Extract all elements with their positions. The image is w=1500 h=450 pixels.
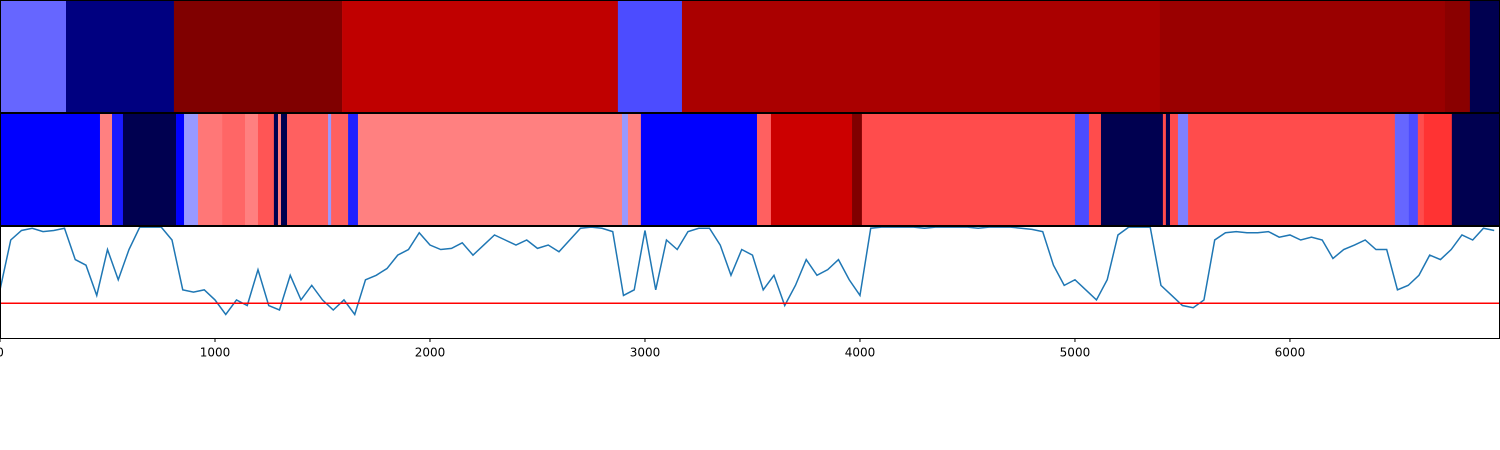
strip-segment (1408, 113, 1419, 225)
strip-segment (99, 113, 113, 225)
strip-segment (627, 113, 642, 225)
strip-segment (1394, 113, 1410, 225)
strip-segment (328, 113, 332, 225)
strip-segment (198, 113, 223, 225)
x-tick-label: 3000 (630, 346, 661, 360)
data-line (0, 226, 1495, 317)
x-tick-label: 1000 (200, 346, 231, 360)
x-tick-label: 0 (0, 346, 4, 360)
x-tick-label: 6000 (1275, 346, 1306, 360)
strip-segment (342, 0, 619, 112)
strip-segment (1169, 113, 1179, 225)
strip-segment (1088, 113, 1102, 225)
strip-segment (1159, 0, 1446, 112)
strip-segment (1165, 113, 1171, 225)
strip-segment (257, 113, 275, 225)
strip-segment (357, 113, 623, 225)
strip-segment (1188, 113, 1396, 225)
strip-segment (122, 113, 177, 225)
strip-segment (681, 0, 1161, 112)
strip-segment (852, 113, 863, 225)
strip-segment (0, 113, 101, 225)
strip-segment (1451, 113, 1500, 225)
strip-segment (640, 113, 758, 225)
panel-frame (0, 226, 1500, 339)
strip-segment (1469, 0, 1500, 112)
strip-segment (66, 0, 175, 112)
strip-segment (1074, 113, 1090, 225)
strip-segment (1423, 113, 1453, 225)
strip-segment (1162, 113, 1167, 225)
strip-segment (0, 0, 67, 112)
x-tick-label: 4000 (845, 346, 876, 360)
strip-segment (1417, 113, 1425, 225)
x-tick-label: 2000 (415, 346, 446, 360)
strip-segment (245, 113, 259, 225)
strip-segment (287, 113, 329, 225)
strip-segment (770, 113, 853, 225)
strip-segment (1177, 113, 1189, 225)
strip-segment (617, 0, 683, 112)
strip-segment (861, 113, 1076, 225)
strip-segment (222, 113, 246, 225)
strip-segment (112, 113, 124, 225)
strip-segment (1100, 113, 1164, 225)
x-tick-label: 5000 (1060, 346, 1091, 360)
strip-segment (331, 113, 349, 225)
strip-segment (273, 113, 279, 225)
strip-segment (348, 113, 359, 225)
strip-segment (756, 113, 772, 225)
strip-segment (621, 113, 629, 225)
strip-segment (173, 0, 343, 112)
strip-segment (176, 113, 185, 225)
strip-segment (280, 113, 288, 225)
strip-segment (184, 113, 199, 225)
strip-segment (277, 113, 282, 225)
strip-segment (1444, 0, 1471, 112)
